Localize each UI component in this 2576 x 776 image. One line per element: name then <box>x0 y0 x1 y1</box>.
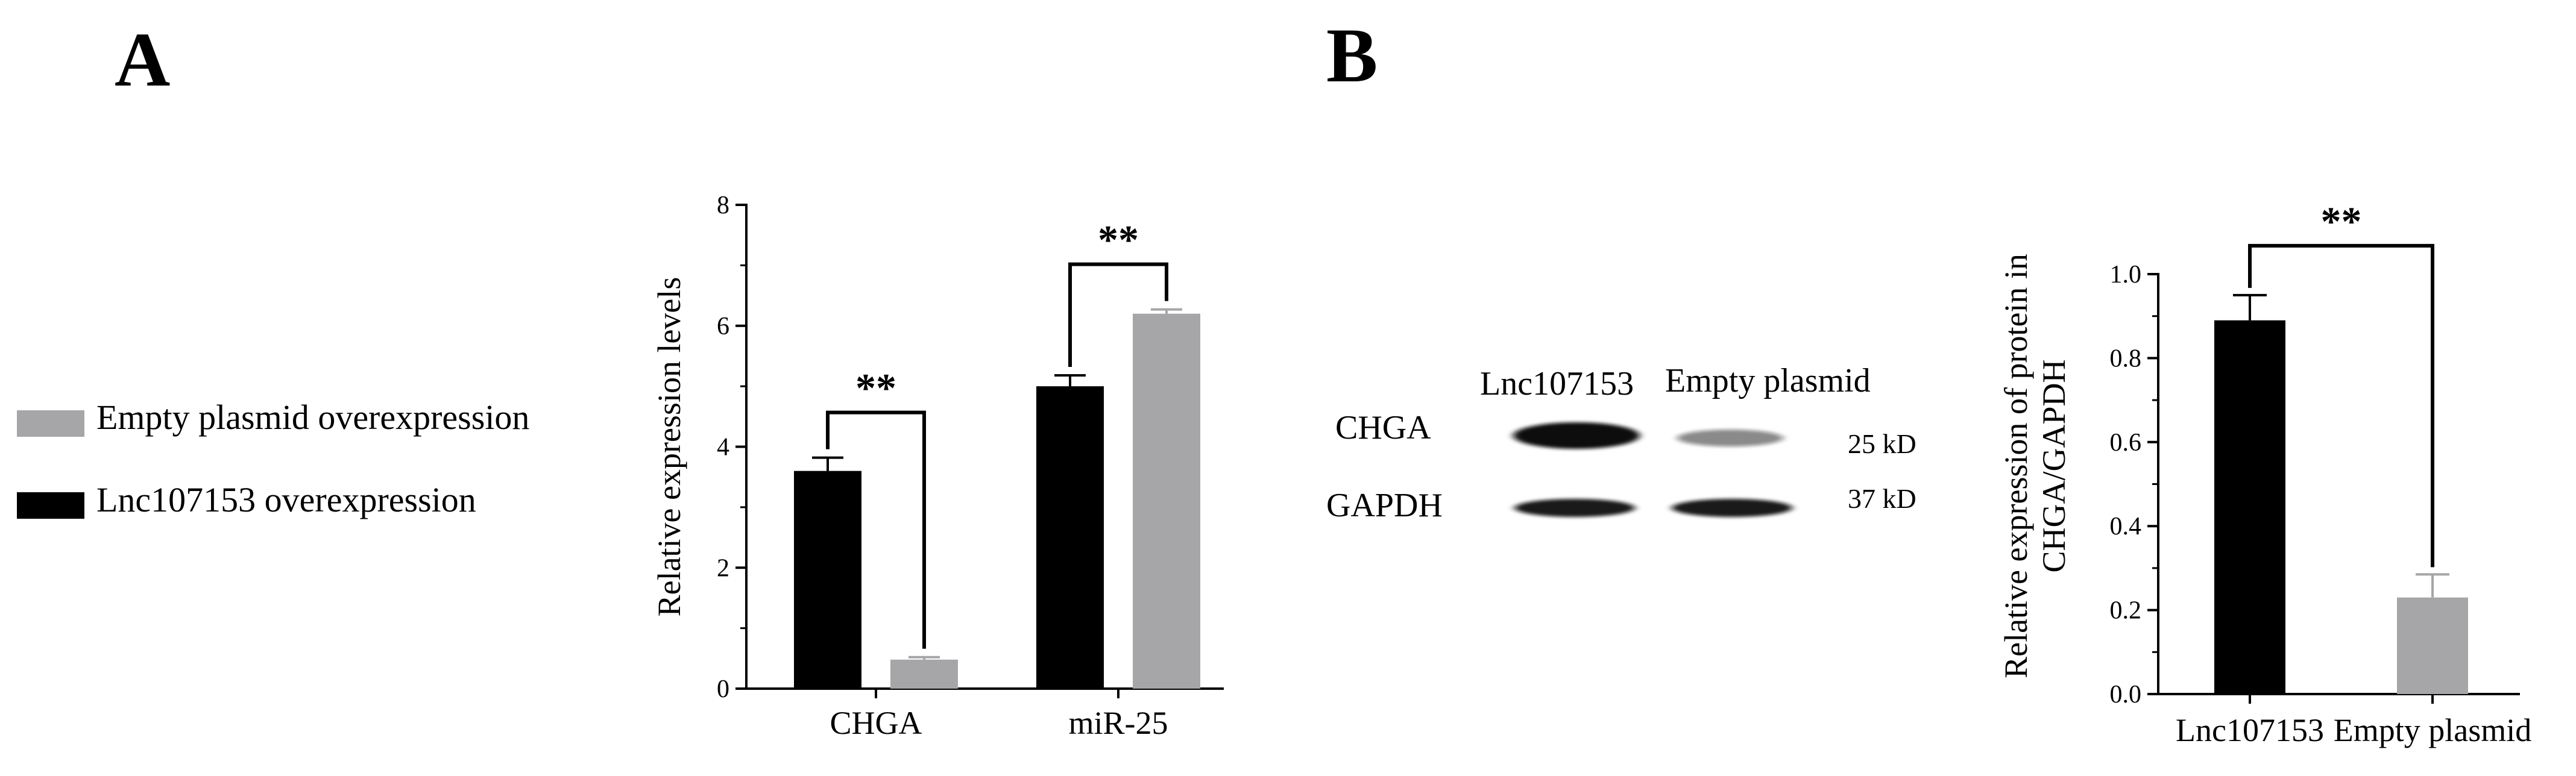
chart-a-significance-mir-25: ** <box>1098 217 1139 263</box>
chart-a-bar-mir-25-empty-plasmid-overexpression <box>1133 313 1200 689</box>
blot-band-gapdh-empty-plasmid <box>1672 499 1792 517</box>
chart-b-bar-lnc107153 <box>2214 320 2285 694</box>
chart-a-significance-chga: ** <box>855 365 896 411</box>
chart-a-y-tick-label-0: 0 <box>717 675 729 703</box>
chart-b-significance-bracket <box>2248 243 2434 568</box>
chart-a-y-tick-label-3: 6 <box>717 313 729 340</box>
legend: Empty plasmid overexpression Lnc107153 o… <box>17 398 529 519</box>
chart-b-y-tick-label-3: 0.6 <box>2110 429 2142 457</box>
chart-b-y-tick-label-4: 0.8 <box>2110 345 2142 372</box>
blot-size-chga: 25 kD <box>1848 428 1916 459</box>
legend-swatch-lnc107153 <box>17 492 84 519</box>
blot-lane-label-empty-plasmid: Empty plasmid <box>1665 362 1871 399</box>
chart-a-bar-chga-lnc107153-overexpression <box>794 471 861 689</box>
panel-a-label: A <box>115 17 170 102</box>
chart-b-x-tick-label-lnc107153: Lnc107153 <box>2176 712 2324 748</box>
chart-b-y-tick-label-0: 0.0 <box>2110 681 2142 709</box>
blot-row-label-chga: CHGA <box>1335 409 1431 446</box>
chart-b-y-axis-label-line-1: Relative expression of protein in <box>1998 254 2034 678</box>
chart-a-x-tick-label-chga: CHGA <box>830 705 922 741</box>
western-blot: Lnc107153 Empty plasmid CHGA GAPDH 25 kD… <box>1326 362 1916 524</box>
blot-band-chga-empty-plasmid <box>1677 430 1783 446</box>
chart-b-bar-empty-plasmid <box>2397 597 2468 694</box>
chart-b-y-tick-label-2: 0.4 <box>2110 513 2142 540</box>
legend-label-lnc107153: Lnc107153 overexpression <box>96 480 476 519</box>
chart-a-bar-chga-empty-plasmid-overexpression <box>890 659 958 689</box>
blot-band-gapdh-lnc107153 <box>1514 499 1635 517</box>
chart-b-y-tick-label-1: 0.2 <box>2110 597 2142 625</box>
blot-row-label-gapdh: GAPDH <box>1326 487 1443 524</box>
blot-lane-label-lnc107153: Lnc107153 <box>1480 365 1634 402</box>
blot-band-chga-lnc107153 <box>1513 422 1640 449</box>
legend-label-empty-plasmid: Empty plasmid overexpression <box>96 398 529 437</box>
panel-b-label: B <box>1326 13 1378 98</box>
chart-a-significance-bracket-chga <box>826 410 926 649</box>
chart-a-relative-expression: 0 2 4 6 8 Relative expression levels CHGA ** miR… <box>651 192 1224 741</box>
chart-a-y-tick-label-2: 4 <box>717 434 729 462</box>
chart-b-significance: ** <box>2321 198 2362 244</box>
chart-a-significance-bracket-mir-25 <box>1068 262 1168 368</box>
chart-a-y-axis-label: Relative expression levels <box>651 277 687 617</box>
chart-a-x-tick-label-mir-25: miR-25 <box>1068 705 1168 741</box>
chart-b-y-axis-label-line-2: CHGA/GAPDH <box>2036 359 2072 572</box>
chart-b-y-tick-label-5: 1.0 <box>2110 261 2142 289</box>
chart-a-bar-mir-25-lnc107153-overexpression <box>1036 386 1104 689</box>
legend-swatch-empty-plasmid <box>17 410 84 437</box>
blot-size-gapdh: 37 kD <box>1848 483 1916 514</box>
chart-a-y-tick-label-1: 2 <box>717 554 729 582</box>
chart-a-y-tick-label-4: 8 <box>717 192 729 219</box>
chart-b-protein-expression: 0.0 0.2 0.4 0.6 0.8 1.0 Relative expression of… <box>1998 198 2531 748</box>
chart-b-x-tick-label-empty-plasmid: Empty plasmid <box>2334 712 2531 748</box>
